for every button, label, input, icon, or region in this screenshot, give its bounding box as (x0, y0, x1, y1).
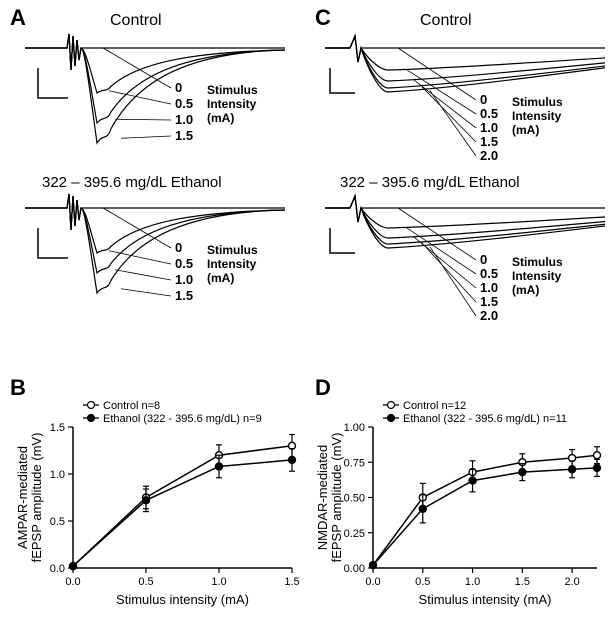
panel-a-ethanol-traces: 00.51.01.5 StimulusIntensity(mA) (20, 190, 290, 320)
panel-a-control-traces: 00.51.01.5 StimulusIntensity(mA) (20, 30, 290, 160)
svg-text:1.5: 1.5 (175, 288, 193, 303)
svg-text:0: 0 (480, 252, 487, 267)
svg-text:0.5: 0.5 (480, 266, 498, 281)
svg-text:AMPAR-mediated: AMPAR-mediated (15, 446, 30, 549)
svg-text:Stimulus: Stimulus (207, 83, 258, 97)
svg-text:Stimulus: Stimulus (207, 243, 258, 257)
svg-text:1.00: 1.00 (344, 422, 365, 434)
svg-text:fEPSP amplitude (mV): fEPSP amplitude (mV) (29, 433, 44, 563)
svg-text:1.0: 1.0 (480, 120, 498, 135)
svg-text:2.0: 2.0 (564, 576, 579, 588)
svg-text:0.5: 0.5 (50, 516, 65, 528)
svg-text:NMDAR-mediated: NMDAR-mediated (315, 445, 330, 550)
svg-text:0: 0 (480, 92, 487, 107)
svg-text:1.5: 1.5 (50, 422, 65, 434)
svg-text:Stimulus intensity (mA): Stimulus intensity (mA) (116, 592, 249, 607)
svg-text:0.5: 0.5 (138, 576, 153, 588)
svg-text:0.75: 0.75 (344, 457, 365, 469)
svg-text:1.0: 1.0 (211, 576, 226, 588)
svg-text:0.5: 0.5 (175, 96, 193, 111)
svg-text:1.0: 1.0 (50, 469, 65, 481)
svg-text:(mA): (mA) (207, 271, 234, 285)
svg-text:Ethanol (322 - 395.6 mg/dL) n=: Ethanol (322 - 395.6 mg/dL) n=11 (403, 413, 567, 425)
panel-c-ethanol-traces: 00.51.01.52.0 StimulusIntensity(mA) (320, 190, 609, 335)
panel-b-chart: 0.0 0.5 1.0 1.5 0.0 0.5 1.0 1.5 Stimulus intensi… (15, 395, 300, 610)
panel-d-chart: 0.0 0.5 1.0 1.5 2.0 0.00 0.25 0.50 0.75 1.00 Stimu… (315, 395, 605, 610)
svg-text:fEPSP amplitude (mV): fEPSP amplitude (mV) (329, 433, 344, 563)
svg-text:Stimulus: Stimulus (512, 255, 563, 269)
svg-text:Control n=12: Control n=12 (403, 400, 466, 412)
svg-text:0.5: 0.5 (415, 576, 430, 588)
svg-text:Ethanol (322 - 395.6 mg/dL) n=: Ethanol (322 - 395.6 mg/dL) n=9 (103, 413, 262, 425)
svg-text:1.0: 1.0 (480, 280, 498, 295)
svg-text:2.0: 2.0 (480, 308, 498, 323)
svg-text:0.5: 0.5 (175, 256, 193, 271)
svg-text:(mA): (mA) (207, 111, 234, 125)
svg-text:Intensity: Intensity (207, 257, 257, 271)
svg-text:0.5: 0.5 (480, 106, 498, 121)
svg-text:0.25: 0.25 (344, 528, 365, 540)
svg-text:Intensity: Intensity (512, 109, 562, 123)
svg-text:1.5: 1.5 (480, 294, 498, 309)
panel-letter-c: C (315, 5, 331, 31)
svg-text:0: 0 (175, 80, 182, 95)
svg-text:0: 0 (175, 240, 182, 255)
panel-a-control-title: Control (110, 12, 162, 30)
svg-text:0.0: 0.0 (365, 576, 380, 588)
svg-text:Stimulus: Stimulus (512, 95, 563, 109)
svg-text:Intensity: Intensity (207, 97, 257, 111)
svg-text:1.0: 1.0 (175, 112, 193, 127)
svg-text:Control n=8: Control n=8 (103, 400, 160, 412)
svg-text:1.5: 1.5 (175, 128, 193, 143)
svg-text:Intensity: Intensity (512, 269, 562, 283)
svg-text:1.5: 1.5 (480, 134, 498, 149)
svg-text:1.5: 1.5 (284, 576, 299, 588)
svg-text:(mA): (mA) (512, 283, 539, 297)
panel-a-ethanol-title: 322 – 395.6 mg/dL Ethanol (42, 174, 222, 191)
svg-text:1.0: 1.0 (465, 576, 480, 588)
panel-c-control-traces: 00.51.01.52.0 StimulusIntensity(mA) (320, 30, 609, 160)
panel-c-control-title: Control (420, 12, 472, 30)
svg-text:(mA): (mA) (512, 123, 539, 137)
svg-text:Stimulus intensity (mA): Stimulus intensity (mA) (419, 592, 552, 607)
svg-text:2.0: 2.0 (480, 148, 498, 160)
svg-text:1.0: 1.0 (175, 272, 193, 287)
panel-c-ethanol-title: 322 – 395.6 mg/dL Ethanol (340, 174, 520, 191)
svg-text:0.0: 0.0 (65, 576, 80, 588)
svg-text:0.0: 0.0 (50, 563, 65, 575)
svg-text:0.00: 0.00 (344, 563, 365, 575)
panel-letter-a: A (10, 5, 26, 31)
svg-text:1.5: 1.5 (515, 576, 530, 588)
svg-text:0.50: 0.50 (344, 493, 365, 505)
